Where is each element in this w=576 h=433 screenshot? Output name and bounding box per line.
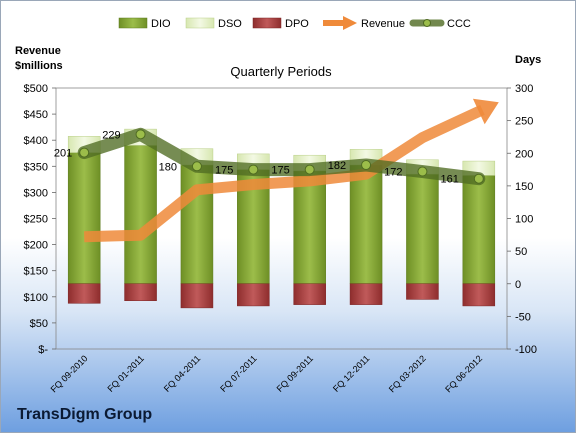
ccc-data-label: 175 — [215, 165, 233, 177]
dio-bar — [349, 164, 383, 284]
left-tick-label: $300 — [24, 187, 48, 199]
x-tick-label: FQ 06-2012 — [443, 353, 484, 394]
legend-label: DSO — [218, 18, 242, 30]
x-axis: FQ 09-2010 FQ 01-2011 FQ 04-2011 FQ 07-2011… — [49, 353, 485, 394]
left-tick-label: $150 — [24, 266, 48, 278]
ccc-point — [304, 164, 315, 175]
dpo-bar — [462, 283, 496, 307]
dio-bar — [124, 145, 157, 284]
ccc-point — [79, 147, 90, 158]
left-tick-label: $100 — [24, 292, 48, 304]
legend-swatch — [252, 17, 282, 29]
right-tick-label: 150 — [515, 181, 533, 193]
legend-swatch — [118, 17, 148, 29]
dio-bar — [67, 152, 101, 284]
left-axis-title-line1: Revenue — [15, 45, 61, 57]
right-tick-label: 50 — [515, 246, 527, 258]
right-tick-label: 100 — [515, 214, 533, 226]
dio-bar — [293, 170, 326, 284]
ccc-point — [135, 129, 146, 140]
left-tick-label: $350 — [24, 161, 48, 173]
bars-group — [67, 128, 496, 309]
right-tick-label: 300 — [515, 83, 533, 95]
right-tick-label: 200 — [515, 148, 533, 160]
right-axis: -100 -50 0 50 100 150 200 250 300 — [507, 83, 537, 356]
ccc-series: 201 229 180 175 175 182 172 161 — [54, 127, 486, 186]
legend-marker — [423, 19, 431, 27]
chart-title: Quarterly Periods — [230, 64, 332, 79]
ccc-point — [361, 159, 372, 170]
dio-bar — [462, 175, 496, 284]
dpo-bar — [124, 283, 157, 301]
ccc-data-label: 175 — [271, 165, 289, 177]
ccc-point — [248, 164, 259, 175]
dpo-bar — [293, 283, 326, 305]
left-axis-title-line2: $millions — [15, 60, 63, 72]
left-tick-label: $250 — [24, 214, 48, 226]
left-tick-label: $50 — [30, 318, 48, 330]
dio-bar — [406, 173, 439, 285]
ccc-point — [473, 173, 484, 184]
ccc-data-label: 180 — [159, 161, 177, 173]
right-axis-title: Days — [515, 54, 541, 66]
dpo-bar — [180, 283, 214, 309]
legend-label: DIO — [151, 18, 171, 30]
dpo-bar — [67, 283, 101, 304]
x-tick-label: FQ 12-2011 — [331, 353, 372, 394]
x-tick-label: FQ 01-2011 — [105, 353, 146, 394]
legend: DIO DSO DPO Revenue CCC — [118, 16, 471, 30]
ccc-data-label: 229 — [102, 129, 120, 141]
right-tick-label: -100 — [515, 344, 537, 356]
ccc-data-label: 201 — [54, 148, 72, 160]
left-tick-label: $- — [38, 344, 48, 356]
legend-label: DPO — [285, 18, 309, 30]
x-tick-label: FQ 07-2011 — [218, 353, 259, 394]
legend-label: Revenue — [361, 18, 405, 30]
legend-swatch — [185, 17, 215, 29]
revenue-line — [84, 104, 485, 243]
x-tick-label: FQ 09-2010 — [49, 353, 90, 394]
ccc-data-label: 161 — [440, 174, 458, 186]
dpo-bar — [237, 283, 270, 307]
ccc-point — [417, 166, 428, 177]
ccc-line — [77, 127, 486, 186]
ccc-point — [191, 161, 202, 172]
left-tick-label: $450 — [24, 109, 48, 121]
left-axis: $- $50 $100 $150 $200 $250 $300 $350 $400 $450 $50… — [24, 83, 56, 356]
dio-bar — [180, 164, 214, 284]
dpo-bar — [349, 283, 383, 305]
left-tick-label: $200 — [24, 240, 48, 252]
dpo-bar — [406, 283, 439, 300]
right-tick-label: -50 — [515, 311, 531, 323]
left-tick-label: $500 — [24, 83, 48, 95]
revenue-series — [84, 98, 499, 243]
revenue-arrowhead — [472, 98, 499, 125]
left-tick-label: $400 — [24, 135, 48, 147]
x-tick-label: FQ 09-2011 — [275, 353, 316, 394]
right-tick-label: 0 — [515, 279, 521, 291]
right-tick-label: 250 — [515, 116, 533, 128]
legend-label: CCC — [447, 18, 471, 30]
legend-arrow-head — [343, 16, 357, 30]
ccc-data-label: 182 — [328, 160, 346, 172]
company-name: TransDigm Group — [17, 406, 152, 423]
ccc-data-label: 172 — [384, 167, 402, 179]
x-tick-label: FQ 03-2012 — [387, 353, 428, 394]
x-tick-label: FQ 04-2011 — [162, 353, 203, 394]
